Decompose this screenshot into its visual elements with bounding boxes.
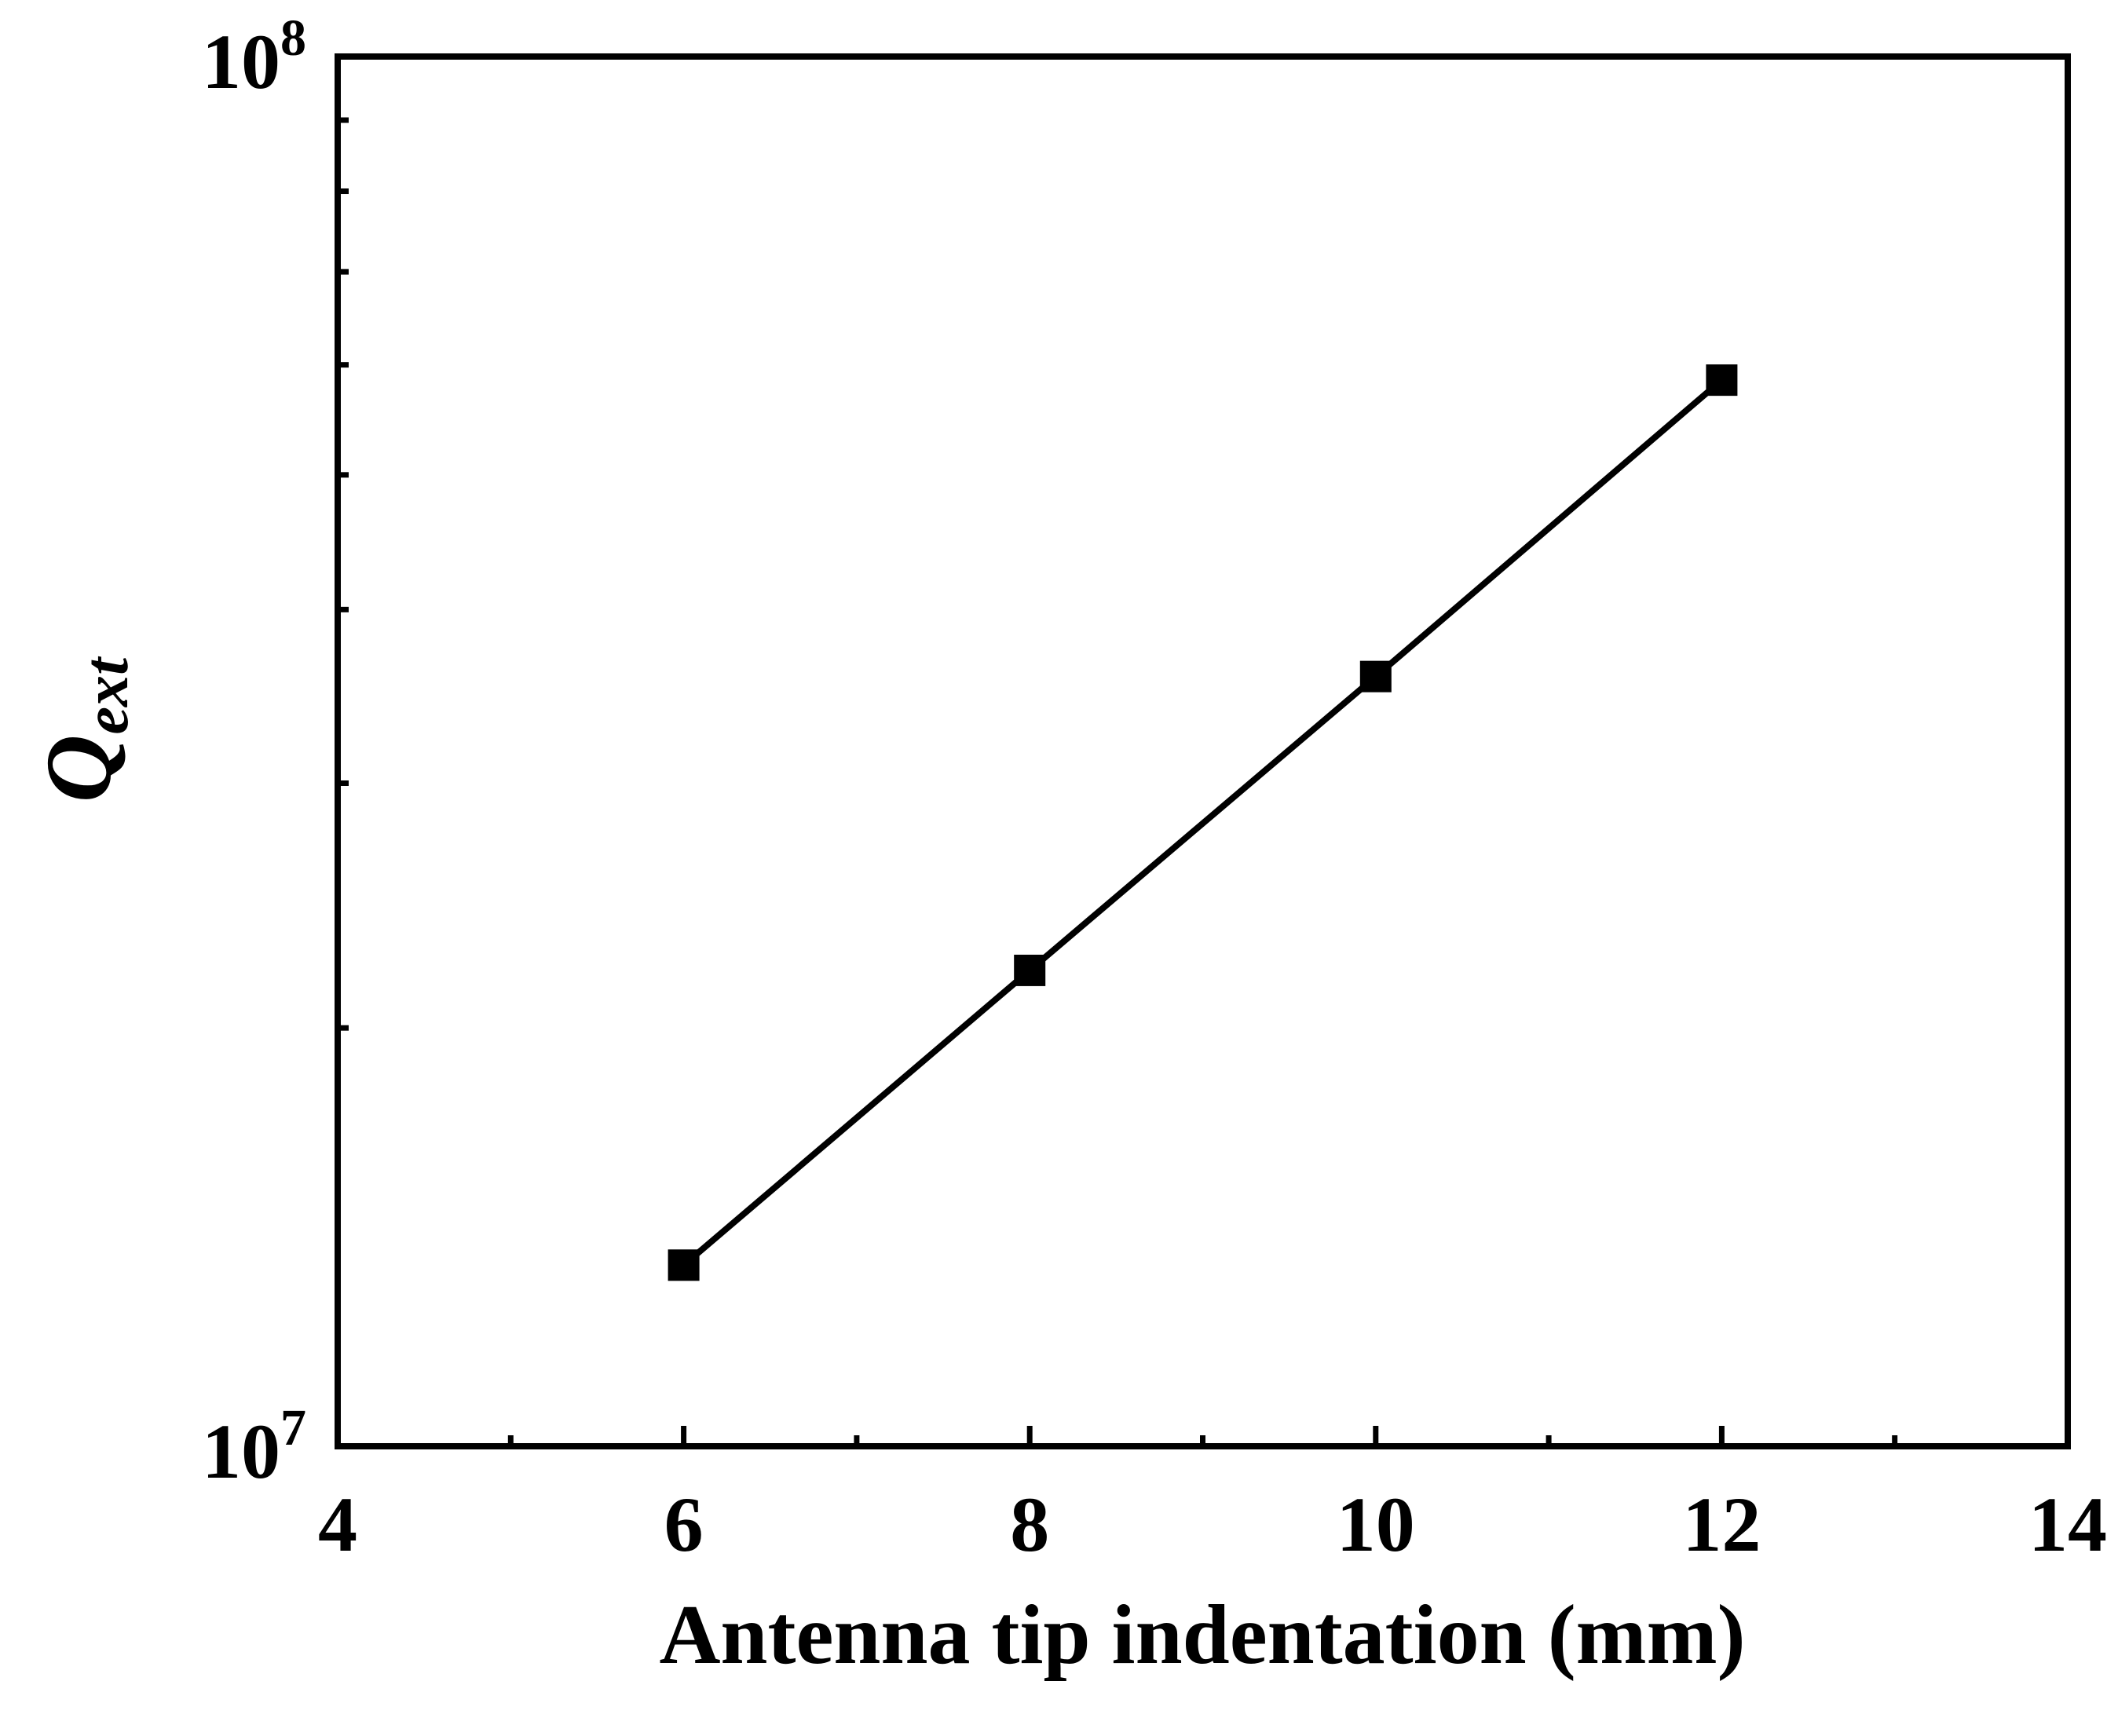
- x-tick-label: 10: [1337, 1481, 1415, 1568]
- y-axis-label: Qext: [26, 656, 141, 802]
- data-point-marker: [668, 1249, 700, 1281]
- y-tick-label-exponent: 7: [280, 1399, 306, 1456]
- x-tick-label: 8: [1010, 1481, 1049, 1568]
- series-lines: [682, 378, 1725, 1268]
- x-tick-label: 12: [1682, 1481, 1761, 1568]
- x-tick-label: 4: [318, 1481, 357, 1568]
- x-tick-label: 6: [664, 1481, 704, 1568]
- y-tick-label: 108: [202, 9, 306, 105]
- series-line: [682, 378, 1725, 1268]
- y-tick-label-base: 10: [202, 1408, 280, 1495]
- data-point-marker: [1014, 954, 1046, 986]
- x-minor-ticks: [507, 1435, 1898, 1446]
- x-tick-label: 14: [2028, 1481, 2107, 1568]
- y-tick-label-base: 10: [202, 18, 280, 105]
- data-point-marker: [1706, 364, 1738, 397]
- plot-frame: [335, 53, 2071, 1449]
- y-tick-label: 107: [202, 1399, 306, 1495]
- series-markers: [668, 364, 1738, 1281]
- x-tick-labels: 4 6 8 10 12 14: [318, 1481, 2107, 1568]
- y-axis-label-subscript: ext: [72, 656, 141, 735]
- y-minor-ticks: [338, 117, 349, 1031]
- x-major-ticks: [681, 1426, 1725, 1446]
- data-point-marker: [1359, 660, 1392, 693]
- y-tick-label-exponent: 8: [280, 9, 306, 67]
- y-axis-label-base: Q: [26, 735, 130, 803]
- x-axis-label: Antenna tip indentation (mm): [659, 1588, 1745, 1682]
